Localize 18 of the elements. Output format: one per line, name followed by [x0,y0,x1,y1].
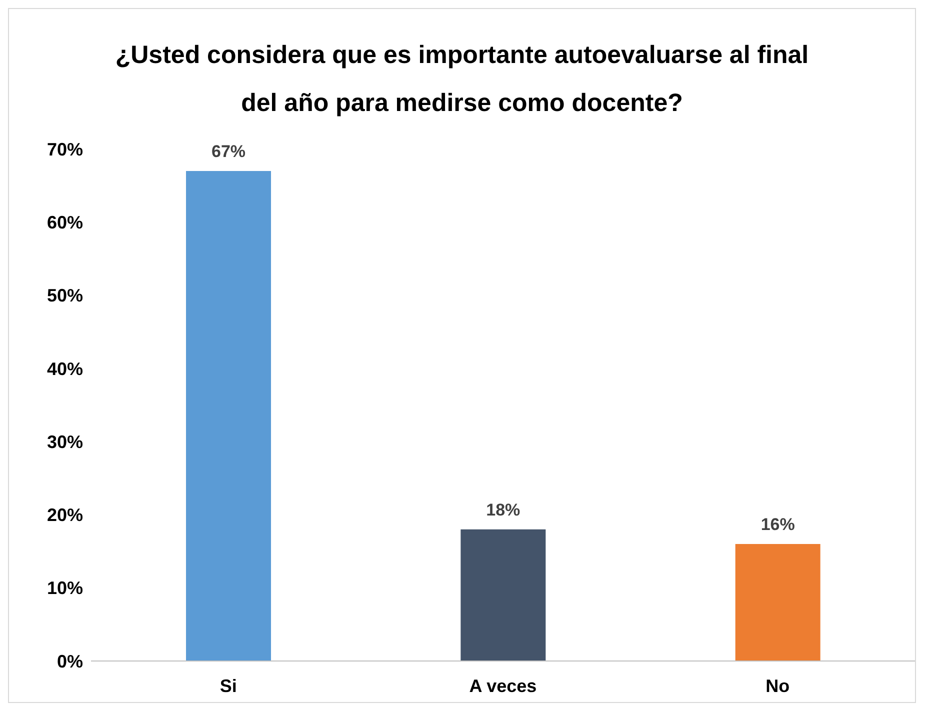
bar [460,529,546,661]
y-tick-label: 50% [46,286,83,306]
x-tick-label: No [766,676,790,696]
data-label: 16% [760,514,795,534]
y-tick-label: 40% [46,358,83,379]
data-label: 67% [211,142,246,161]
x-tick-label: A veces [469,676,537,696]
y-tick-label: 30% [46,432,83,452]
y-tick-label: 70% [46,139,83,160]
bar [735,544,820,661]
bar [186,170,271,661]
data-label: 18% [486,500,520,520]
x-tick-label: Si [220,676,237,696]
y-tick-label: 0% [56,651,83,672]
y-tick-label: 60% [46,212,83,233]
chart-title: ¿Usted considera que es importante autoevaluarse al final del año para medirse como docente? [114,40,810,119]
y-tick-label: 10% [46,578,83,598]
y-tick-label: 20% [46,505,83,526]
